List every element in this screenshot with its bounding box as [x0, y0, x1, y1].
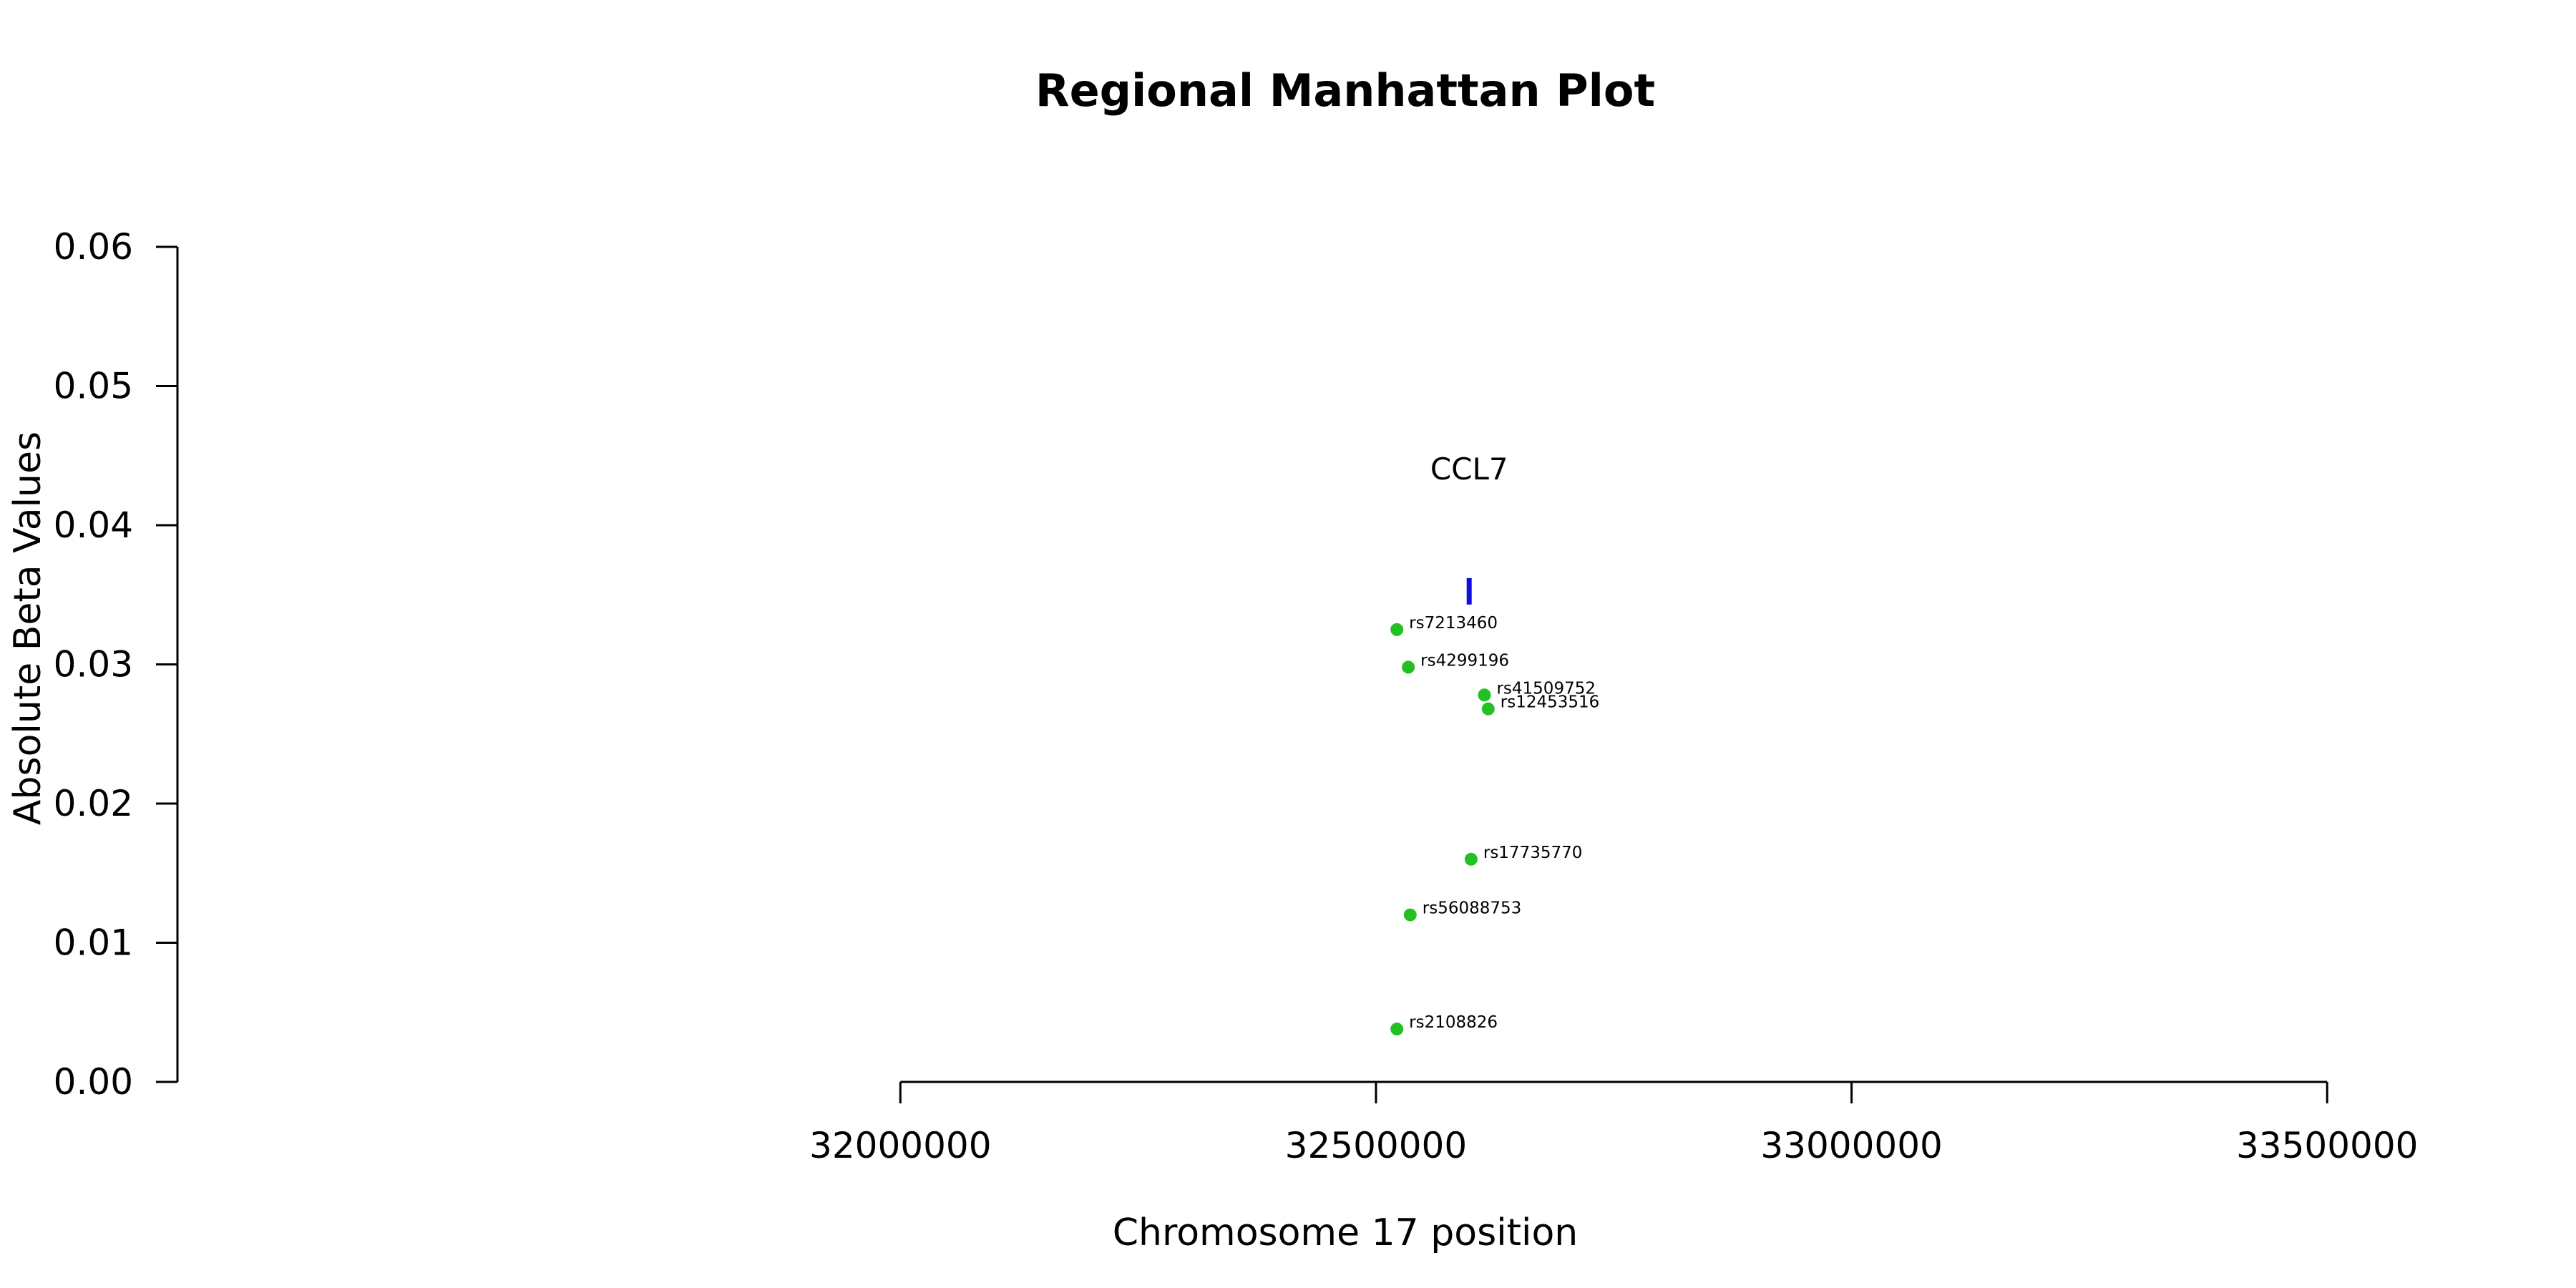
x-tick-label: 33000000 — [1760, 1125, 1943, 1166]
point-label: rs41509752 — [1496, 679, 1596, 698]
x-tick-label: 33500000 — [2236, 1125, 2419, 1166]
y-tick-label: 0.03 — [54, 644, 133, 686]
x-axis-label: Chromosome 17 position — [1113, 1211, 1579, 1254]
data-point — [1402, 660, 1415, 674]
y-axis: 0.00 0.01 0.02 0.03 0.04 0.05 0.06 — [54, 226, 179, 1103]
y-tick-label: 0.00 — [54, 1061, 133, 1103]
data-point — [1478, 688, 1491, 702]
gene-label: CCL7 — [1430, 452, 1508, 487]
x-axis: 32000000 32500000 33000000 33500000 — [809, 1080, 2419, 1166]
point-label: rs4299196 — [1420, 651, 1509, 670]
data-point — [1403, 908, 1417, 922]
point-label: rs7213460 — [1409, 614, 1498, 633]
point-label: rs56088753 — [1423, 899, 1522, 918]
y-tick-label: 0.02 — [54, 783, 133, 824]
point-label: rs12453516 — [1501, 693, 1600, 712]
data-point — [1390, 623, 1404, 636]
y-tick-label: 0.01 — [54, 922, 133, 964]
gene-layer: CCL7 — [1430, 452, 1508, 605]
y-tick-label: 0.05 — [54, 366, 133, 407]
point-label: rs17735770 — [1483, 844, 1583, 862]
point-label: rs2108826 — [1409, 1013, 1498, 1032]
y-axis-label: Absolute Beta Values — [6, 431, 49, 825]
data-point — [1481, 702, 1495, 716]
y-tick-label: 0.06 — [54, 226, 133, 268]
x-tick-label: 32500000 — [1285, 1125, 1468, 1166]
data-point — [1464, 852, 1478, 866]
data-point — [1390, 1023, 1404, 1036]
y-tick-label: 0.04 — [54, 504, 133, 546]
x-tick-label: 32000000 — [809, 1125, 992, 1166]
chart-title: Regional Manhattan Plot — [1035, 64, 1655, 117]
